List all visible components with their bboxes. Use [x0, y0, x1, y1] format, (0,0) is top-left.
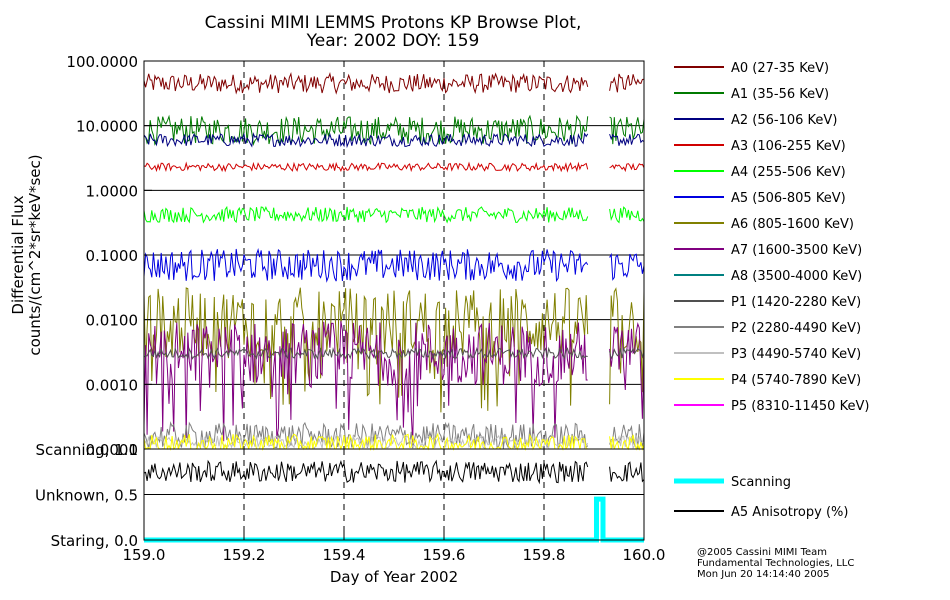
flux-series-group	[143, 71, 645, 451]
legend-entry: P2 (2280-4490 KeV)	[731, 321, 861, 336]
legend-entry: A0 (27-35 KeV)	[731, 61, 829, 76]
credit-line-2: Fundamental Technologies, LLC	[697, 558, 854, 569]
scanning-line	[144, 496, 644, 543]
status-panel-frame	[143, 448, 645, 541]
flux-y-label-units: counts/(cm^2*sr*keV*sec)	[26, 154, 44, 355]
flux-y-tick-label: 0.0001	[86, 441, 139, 459]
legend-entry: P4 (5740-7890 KeV)	[731, 373, 861, 388]
anisotropy-line	[143, 459, 645, 485]
flux-panel-grid	[144, 61, 644, 449]
x-tick-label: 159.2	[223, 546, 266, 564]
flux-y-tick-label: 10.0000	[76, 118, 138, 136]
legend-entry: A4 (255-506 KeV)	[731, 165, 846, 180]
x-axis-label: Day of Year 2002	[330, 568, 458, 586]
status-y-tick-label: Staring, 0.0	[51, 532, 138, 550]
status-legend-entry: Scanning	[731, 475, 791, 490]
legend-entry: A3 (106-255 KeV)	[731, 139, 846, 154]
legend-entry: A1 (35-56 KeV)	[731, 87, 829, 102]
flux-y-tick-label: 100.0000	[66, 53, 138, 71]
flux-y-ticks: 100.0000 10.0000 1.0000 0.1000 0.0100 0.0010 0…	[66, 53, 152, 459]
legend-entry: P3 (4490-5740 KeV)	[731, 347, 861, 362]
status-legend-entry: A5 Anisotropy (%)	[731, 505, 848, 520]
flux-series-line	[143, 432, 645, 451]
legend-entry: A7 (1600-3500 KeV)	[731, 243, 862, 258]
x-tick-label: 160.0	[623, 546, 666, 564]
flux-y-tick-label: 0.1000	[86, 247, 139, 265]
flux-y-tick-label: 1.0000	[86, 182, 139, 200]
status-y-tick-label: Scanning, 1.0	[35, 441, 138, 459]
legend: A0 (27-35 KeV) A1 (35-56 KeV) A2 (56-106 K…	[674, 61, 869, 414]
x-tick-label: 159.8	[523, 546, 566, 564]
credit-line-1: @2005 Cassini MIMI Team	[697, 547, 827, 558]
legend-entry: P1 (1420-2280 KeV)	[731, 295, 861, 310]
x-tick-label: 159.0	[123, 546, 166, 564]
legend-entry: A8 (3500-4000 KeV)	[731, 269, 862, 284]
credit-line-3: Mon Jun 20 14:14:40 2005	[697, 569, 830, 580]
chart-subtitle: Year: 2002 DOY: 159	[306, 31, 480, 51]
flux-series-line	[143, 161, 645, 173]
flux-series-line	[143, 205, 645, 224]
legend-entry: A5 (506-805 KeV)	[731, 191, 846, 206]
flux-series-line	[143, 114, 645, 146]
chart-title: Cassini MIMI LEMMS Protons KP Browse Plo…	[205, 13, 582, 33]
x-axis-ticks: 159.0 159.2 159.4 159.6 159.8 160.0	[123, 532, 666, 564]
x-tick-label: 159.4	[323, 546, 366, 564]
legend-entry: A6 (805-1600 KeV)	[731, 217, 854, 232]
flux-series-line	[143, 71, 645, 95]
flux-y-tick-label: 0.0100	[86, 312, 139, 330]
flux-series-line	[143, 287, 645, 413]
status-y-ticks: Scanning, 1.0 Unknown, 0.5 Staring, 0.0	[35, 441, 138, 550]
x-tick-label: 159.6	[423, 546, 466, 564]
flux-series-line	[143, 346, 645, 361]
flux-series-line	[143, 132, 645, 149]
legend-entry: P5 (8310-11450 KeV)	[731, 399, 869, 414]
status-legend: Scanning A5 Anisotropy (%)	[674, 475, 848, 520]
flux-y-label: Differential Flux	[9, 195, 27, 314]
status-y-tick-label: Unknown, 0.5	[35, 487, 138, 505]
status-series-group	[143, 459, 645, 543]
flux-y-tick-label: 0.0010	[86, 376, 139, 394]
flux-series-line	[143, 248, 645, 283]
legend-entry: A2 (56-106 KeV)	[731, 113, 837, 128]
